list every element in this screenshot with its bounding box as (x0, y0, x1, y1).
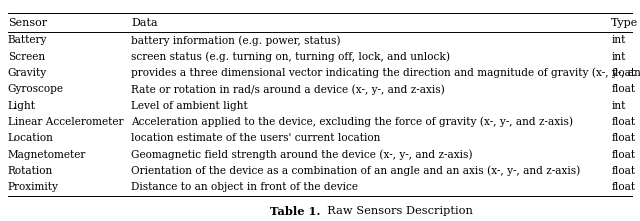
Text: float: float (611, 84, 636, 94)
Text: provides a three dimensional vector indicating the direction and magnitude of gr: provides a three dimensional vector indi… (131, 68, 640, 78)
Text: Data: Data (131, 18, 158, 28)
Text: Gravity: Gravity (8, 68, 47, 78)
Text: int: int (611, 101, 625, 111)
Text: Light: Light (8, 101, 36, 111)
Text: Battery: Battery (8, 35, 47, 45)
Text: Acceleration applied to the device, excluding the force of gravity (x-, y-, and : Acceleration applied to the device, excl… (131, 117, 573, 127)
Text: Orientation of the device as a combination of an angle and an axis (x-, y-, and : Orientation of the device as a combinati… (131, 166, 580, 176)
Text: Level of ambient light: Level of ambient light (131, 101, 248, 111)
Text: Gyroscope: Gyroscope (8, 84, 64, 94)
Text: Raw Sensors Description: Raw Sensors Description (320, 206, 473, 216)
Text: Distance to an object in front of the device: Distance to an object in front of the de… (131, 182, 358, 192)
Text: Proximity: Proximity (8, 182, 58, 192)
Text: location estimate of the users' current location: location estimate of the users' current … (131, 133, 381, 143)
Text: float: float (611, 68, 636, 78)
Text: float: float (611, 117, 636, 127)
Text: int: int (611, 35, 625, 45)
Text: Rate or rotation in rad/s around a device (x-, y-, and z-axis): Rate or rotation in rad/s around a devic… (131, 84, 445, 95)
Text: Type: Type (611, 18, 639, 28)
Text: Location: Location (8, 133, 54, 143)
Text: Magnetometer: Magnetometer (8, 150, 86, 160)
Text: float: float (611, 133, 636, 143)
Text: Screen: Screen (8, 51, 45, 62)
Text: int: int (611, 51, 625, 62)
Text: Sensor: Sensor (8, 18, 47, 28)
Text: Linear Accelerometer: Linear Accelerometer (8, 117, 123, 127)
Text: screen status (e.g. turning on, turning off, lock, and unlock): screen status (e.g. turning on, turning … (131, 51, 450, 62)
Text: Geomagnetic field strength around the device (x-, y-, and z-axis): Geomagnetic field strength around the de… (131, 149, 473, 160)
Text: float: float (611, 182, 636, 192)
Text: float: float (611, 150, 636, 160)
Text: Rotation: Rotation (8, 166, 53, 176)
Text: battery information (e.g. power, status): battery information (e.g. power, status) (131, 35, 340, 46)
Text: float: float (611, 166, 636, 176)
Text: Table 1.: Table 1. (269, 206, 320, 217)
